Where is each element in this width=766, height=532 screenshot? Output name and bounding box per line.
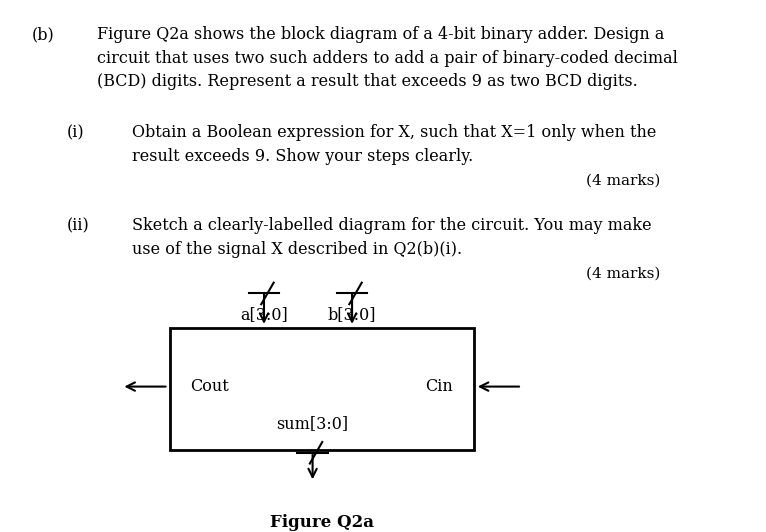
Text: Figure Q2a shows the block diagram of a 4-bit binary adder. Design a
circuit tha: Figure Q2a shows the block diagram of a … xyxy=(97,26,678,90)
Text: Sketch a clearly-labelled diagram for the circuit. You may make
use of the signa: Sketch a clearly-labelled diagram for th… xyxy=(132,218,652,258)
Text: Figure Q2a: Figure Q2a xyxy=(270,514,374,531)
Text: (4 marks): (4 marks) xyxy=(585,173,660,187)
Text: a[3:0]: a[3:0] xyxy=(240,306,288,323)
Bar xyxy=(170,328,473,450)
Text: Cout: Cout xyxy=(191,378,229,395)
Text: (ii): (ii) xyxy=(67,218,89,235)
Text: (i): (i) xyxy=(67,124,84,142)
Text: (b): (b) xyxy=(31,26,54,43)
Text: Cin: Cin xyxy=(425,378,453,395)
Text: Obtain a Boolean expression for X, such that X=1 only when the
result exceeds 9.: Obtain a Boolean expression for X, such … xyxy=(132,124,656,165)
Text: b[3:0]: b[3:0] xyxy=(328,306,376,323)
Text: sum[3:0]: sum[3:0] xyxy=(277,415,349,432)
Text: (4 marks): (4 marks) xyxy=(585,267,660,280)
